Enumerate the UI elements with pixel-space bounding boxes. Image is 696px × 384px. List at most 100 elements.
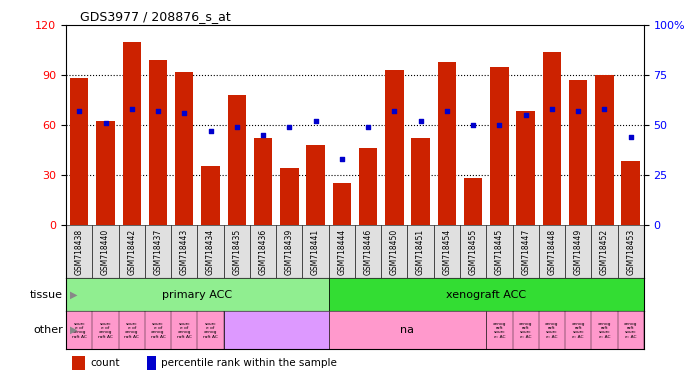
Bar [460, 225, 487, 278]
Bar [543, 51, 561, 225]
Text: GSM718436: GSM718436 [258, 228, 267, 275]
Bar [622, 161, 640, 225]
Point [546, 106, 557, 112]
Text: xenog
raft
sourc
e: AC: xenog raft sourc e: AC [624, 322, 638, 339]
Bar [175, 71, 193, 225]
Bar [96, 121, 115, 225]
Text: ▶: ▶ [70, 290, 77, 300]
Text: GSM718446: GSM718446 [363, 228, 372, 275]
Bar [93, 225, 118, 278]
Bar [438, 61, 456, 225]
Text: GSM718440: GSM718440 [101, 228, 110, 275]
Text: sourc
e of
xenog
raft AC: sourc e of xenog raft AC [150, 322, 166, 339]
Text: xenog
raft
sourc
e: AC: xenog raft sourc e: AC [493, 322, 506, 339]
Text: tissue: tissue [30, 290, 63, 300]
Bar [333, 183, 351, 225]
Text: GSM718447: GSM718447 [521, 228, 530, 275]
Bar [72, 356, 85, 369]
Point [415, 118, 426, 124]
Text: GSM718450: GSM718450 [390, 228, 399, 275]
Point [152, 108, 164, 114]
Text: GSM718439: GSM718439 [285, 228, 294, 275]
Bar [276, 225, 303, 278]
Bar [228, 95, 246, 225]
Point [494, 122, 505, 128]
Bar [617, 225, 644, 278]
Bar [280, 168, 299, 225]
Point [441, 108, 452, 114]
Bar [490, 66, 509, 225]
Point [336, 156, 347, 162]
Bar [122, 41, 141, 225]
Text: GSM718449: GSM718449 [574, 228, 583, 275]
Text: sourc
e of
xenog
raft AC: sourc e of xenog raft AC [177, 322, 191, 339]
Text: GSM718451: GSM718451 [416, 228, 425, 275]
Point [100, 120, 111, 126]
Text: sourc
e of
xenog
raft AC: sourc e of xenog raft AC [203, 322, 218, 339]
Bar [487, 225, 512, 278]
Bar [592, 225, 617, 278]
Point [573, 108, 584, 114]
Bar [329, 311, 487, 349]
Bar [118, 225, 145, 278]
Bar [411, 138, 430, 225]
Bar [306, 145, 325, 225]
Point [258, 132, 269, 138]
Text: xenog
raft
sourc
e: AC: xenog raft sourc e: AC [545, 322, 559, 339]
Bar [303, 225, 329, 278]
Text: xenog
raft
sourc
e: AC: xenog raft sourc e: AC [519, 322, 532, 339]
Text: GSM718435: GSM718435 [232, 228, 242, 275]
Point [205, 128, 216, 134]
Bar [223, 225, 250, 278]
Bar [66, 311, 223, 349]
Bar [512, 225, 539, 278]
Bar [66, 225, 93, 278]
Text: primary ACC: primary ACC [162, 290, 232, 300]
Text: GSM718442: GSM718442 [127, 228, 136, 275]
Text: sourc
e of
xenog
raft AC: sourc e of xenog raft AC [72, 322, 87, 339]
Text: na: na [400, 325, 415, 335]
Text: other: other [33, 325, 63, 335]
Point [625, 134, 636, 140]
Bar [250, 225, 276, 278]
Bar [355, 225, 381, 278]
Text: ▶: ▶ [70, 325, 77, 335]
Text: GDS3977 / 208876_s_at: GDS3977 / 208876_s_at [80, 10, 231, 23]
Bar [149, 60, 167, 225]
Point [599, 106, 610, 112]
Bar [565, 225, 592, 278]
Text: GSM718438: GSM718438 [74, 228, 84, 275]
Point [468, 122, 479, 128]
Bar [223, 311, 329, 349]
Text: GSM718454: GSM718454 [443, 228, 452, 275]
Text: GSM718434: GSM718434 [206, 228, 215, 275]
Point [231, 124, 242, 130]
Point [310, 118, 321, 124]
Point [179, 110, 190, 116]
Bar [145, 225, 171, 278]
Text: GSM718445: GSM718445 [495, 228, 504, 275]
Point [389, 108, 400, 114]
Text: count: count [90, 358, 120, 368]
Bar [359, 148, 377, 225]
Text: GSM718437: GSM718437 [154, 228, 163, 275]
Text: sourc
e of
xenog
raft AC: sourc e of xenog raft AC [125, 322, 139, 339]
Text: xenog
raft
sourc
e: AC: xenog raft sourc e: AC [571, 322, 585, 339]
Bar [198, 225, 223, 278]
Text: GSM718444: GSM718444 [338, 228, 347, 275]
Point [520, 112, 531, 118]
Bar [66, 278, 329, 311]
Bar [487, 311, 644, 349]
Bar [385, 70, 404, 225]
Bar [464, 178, 482, 225]
Text: GSM718455: GSM718455 [468, 228, 477, 275]
Bar [171, 225, 198, 278]
Bar [70, 78, 88, 225]
Text: GSM718443: GSM718443 [180, 228, 189, 275]
Text: GSM718453: GSM718453 [626, 228, 635, 275]
Point [74, 108, 85, 114]
Text: GSM718441: GSM718441 [311, 228, 320, 275]
Point [126, 106, 137, 112]
Text: GSM718452: GSM718452 [600, 228, 609, 275]
Point [284, 124, 295, 130]
